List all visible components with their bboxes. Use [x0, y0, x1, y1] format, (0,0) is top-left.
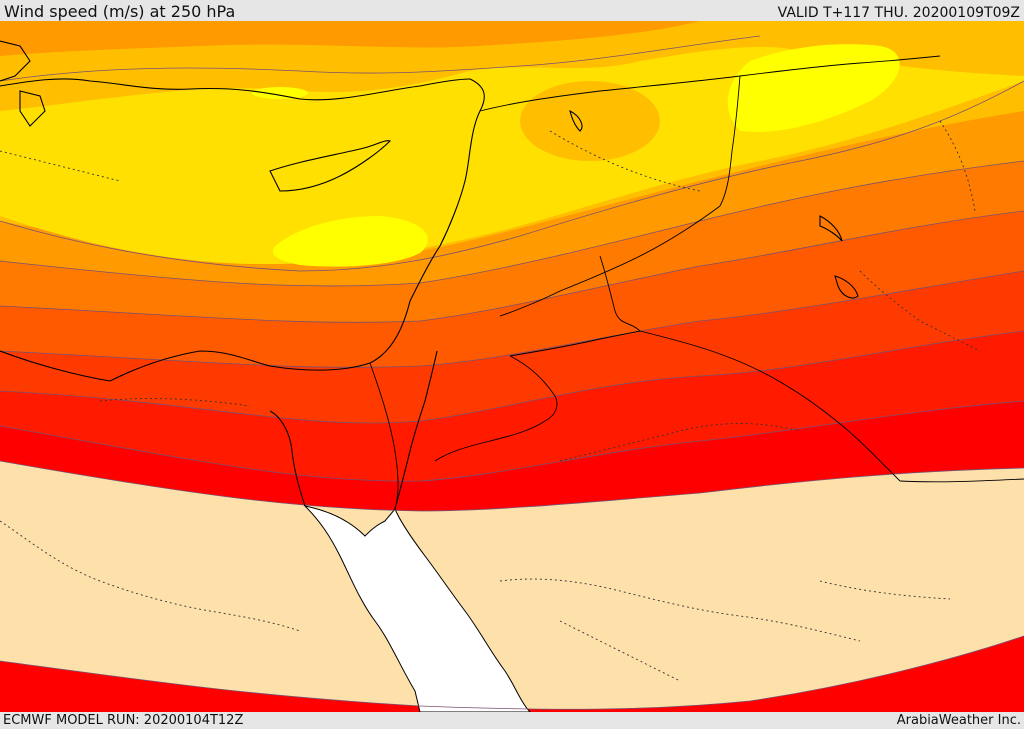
contour-lines	[0, 35, 1024, 710]
coastlines	[0, 40, 859, 510]
band-bottom-red	[0, 636, 1024, 712]
yellow-pocket-north	[727, 44, 900, 132]
footer-bar: ECMWF MODEL RUN: 20200104T12Z ArabiaWeat…	[0, 712, 1024, 729]
wind-speed-map	[0, 21, 1024, 712]
yellow-pocket-small	[252, 87, 308, 99]
header-bar: Wind speed (m/s) at 250 hPa VALID T+117 …	[0, 0, 1024, 21]
credit: ArabiaWeather Inc.	[896, 713, 1021, 728]
band-top-orange	[0, 21, 700, 56]
country-borders	[369, 55, 1024, 510]
weather-map	[0, 21, 1024, 712]
red-sea	[303, 505, 531, 712]
valid-time: VALID T+117 THU. 20200109T09Z	[777, 5, 1020, 21]
yellow-pocket-central	[272, 216, 428, 267]
dotted-borders	[0, 120, 981, 682]
model-run: ECMWF MODEL RUN: 20200104T12Z	[3, 713, 244, 728]
orange-pocket-mid	[520, 81, 660, 161]
map-title: Wind speed (m/s) at 250 hPa	[4, 2, 236, 21]
